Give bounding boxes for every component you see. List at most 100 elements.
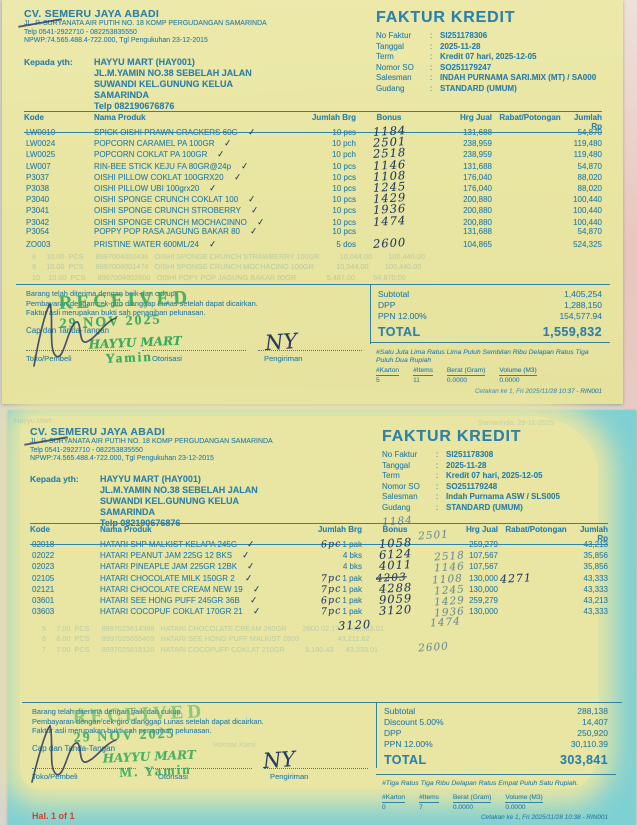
- pen-checkmark: ✓: [250, 205, 260, 217]
- table-row: P3042 OISHI SPONGE CRUNCH MOCHACINNO ✓ 10…: [24, 213, 602, 229]
- cell-jumlah: 54,870: [577, 128, 602, 137]
- cell-qty: 6pc1 pak: [320, 538, 362, 551]
- totals-label: DPP: [384, 728, 402, 738]
- totals-label: Discount 5.00%: [384, 717, 444, 727]
- paper-color-blend: [20, 416, 598, 789]
- cell-bonus: 2600: [356, 235, 422, 251]
- cell-hrg: 200,880: [463, 217, 492, 227]
- cell-qty: 10 pcs: [332, 172, 356, 182]
- cell-jumlah: 100,440: [573, 206, 602, 216]
- terms-line: Barang telah diterima dengan baik dan cu…: [26, 289, 177, 298]
- doc-field-value: SI251178308: [446, 450, 494, 459]
- col-jumlah: Jumlah Rp: [579, 525, 608, 543]
- totals-bottom-rule: [370, 342, 610, 343]
- cell-jumlah: 100,440: [573, 195, 602, 205]
- table-row: P3038 OISHI PILLOW UBI 100grx20 ✓ 10 pcs …: [24, 179, 602, 195]
- table-row: P3041 OISHI SPONGE CRUNCH STROBERRY ✓ 10 …: [24, 201, 602, 217]
- terms-line: Faktur asli merupakan bukti sah penagiha…: [26, 308, 206, 318]
- doc-header-block: FAKTUR KREDIT No Faktur : SI251178306 Ta…: [376, 9, 596, 95]
- cell-hrg: 259,279: [469, 595, 498, 605]
- cell-jumlah: 35,856: [583, 562, 608, 572]
- cell-kode: 03603: [32, 607, 55, 617]
- table-row: ZO003 PRISTINE WATER 600ML/24 ✓ 5 dos 260…: [24, 235, 602, 251]
- pen-checkmark: ✓: [249, 226, 259, 238]
- totals-value: 1,405,254: [564, 289, 602, 299]
- cell-kode: 03601: [32, 595, 55, 605]
- doc-fields: No Faktur : SI251178308 Tanggal : 2025-1…: [382, 450, 560, 514]
- doc-field-row: No Faktur : SI251178308: [382, 450, 494, 459]
- cell-jumlah: 54,870: [577, 226, 602, 236]
- cell-hrg: 176,040: [463, 172, 492, 182]
- cap-label: Cap dan Tanda-Tangan: [32, 744, 116, 753]
- totals-value: 14,407: [582, 717, 608, 727]
- cell-jumlah: 119,480: [573, 150, 602, 160]
- sig-label-delivery: Pengiriman: [264, 354, 303, 363]
- bleed-through-rows: 5 7.00 PCS 8997025614388 HATARI CHOCOLAT…: [42, 624, 384, 655]
- cell-qty: 5 dos: [336, 239, 356, 249]
- stat-karton-label: #Karton: [382, 794, 406, 803]
- pen-checkmark: ✓: [244, 573, 253, 584]
- doc-field-value: 2025-11-28: [446, 460, 487, 470]
- doc-field-label: Nomor SO: [382, 481, 420, 491]
- doc-title: FAKTUR KREDIT: [376, 9, 516, 26]
- customer-phone: Telp 082190676876: [94, 101, 175, 111]
- carbon-ghost-below-2: 2600: [417, 640, 450, 655]
- cell-jumlah: 43,333: [583, 573, 608, 583]
- seller-name: CV. SEMERU JAYA ABADI: [30, 426, 166, 438]
- stat-volume-label: Volume (M3): [499, 367, 537, 376]
- cell-qty: 10 pcs: [332, 217, 356, 227]
- cell-jumlah: 43,333: [583, 607, 608, 617]
- bleed-note-top-left: Hayyu Mart: [14, 416, 52, 425]
- cell-jumlah: 43,333: [583, 584, 608, 594]
- doc-field-label: Nomor SO: [376, 62, 414, 72]
- bleed-through-line: 6 6.00 PCS 8997025655409 HATARI SEE HONG…: [42, 634, 370, 644]
- cell-nama: POPPY POP RASA JAGUNG BAKAR 80 ✓: [94, 226, 259, 238]
- pen-initials: NY: [264, 328, 299, 356]
- cell-jumlah: 119,480: [573, 139, 602, 149]
- bleed-note-hormat: Hormat Kami: [213, 740, 256, 749]
- cell-nama: HATARI PINEAPLE JAM 225GR 12BK ✓: [100, 562, 256, 573]
- pen-initials: NY: [262, 746, 297, 774]
- cell-hrg: 104,865: [463, 239, 492, 249]
- pen-checkmark: ✓: [246, 562, 256, 573]
- seller-address: JL. P. SURYANATA AIR PUTIH NO. 18 KOMP P…: [24, 20, 267, 27]
- doc-field-row: No Faktur : SI251178306: [376, 31, 488, 40]
- cell-nama: HATARI SHP MALKIST KELAPA 245G ✓: [100, 539, 256, 551]
- bleed-note-top-right: Samarinda, 29-11-2025: [478, 418, 555, 427]
- terms-line: Barang telah diterima dengan baik dan cu…: [32, 707, 183, 716]
- customer-address-1: JL.M.YAMIN NO.38 SEBELAH JALAN: [94, 68, 252, 78]
- pen-checkmark: ✓: [223, 138, 233, 150]
- table-body: 02018 HATARI SHP MALKIST KELAPA 245G ✓ 6p…: [30, 535, 608, 620]
- signature-line-1: [32, 768, 136, 769]
- col-rabat: Rabat/Potongan: [499, 113, 561, 122]
- bleed-through-line: 8 10.00 PCS 8997004002436 OISHI SPONGE C…: [32, 252, 425, 261]
- cell-qty: 4 bks: [342, 551, 362, 561]
- cell-qty: 7pc1 pak: [320, 583, 362, 596]
- terms-line: Pembayaran dengan cek-giro dianggap Luna…: [32, 716, 264, 726]
- col-rabat: Rabat/Potongan: [505, 525, 567, 534]
- seller-npwp: NPWP:74.565.488.4-722.000, Tgl Pengukuha…: [30, 455, 214, 463]
- sig-label-buyer: Toko/Pembeli: [32, 772, 78, 781]
- doc-field-label: Tanggal: [382, 460, 411, 470]
- doc-field-label: Tanggal: [376, 41, 405, 51]
- doc-field-value: Kredit 07 hari, 2025-12-05: [440, 52, 537, 62]
- seller-block: CV. SEMERU JAYA ABADI JL. P. SURYANATA A…: [24, 8, 267, 46]
- totals-value: 1,288,150: [564, 300, 602, 310]
- cell-jumlah: 524,325: [573, 239, 602, 249]
- cell-kode: P3054: [26, 226, 50, 236]
- grand-total-label: TOTAL: [384, 753, 427, 767]
- cell-nama: POPCORN CARAMEL PA 100GR ✓: [94, 138, 233, 150]
- customer-address-2: SUWANDI KEL.GUNUNG KELUA: [94, 79, 233, 89]
- terms-line: Pembayaran dengan cek-giro dianggap Luna…: [26, 298, 258, 308]
- pen-checkmark: ✓: [247, 194, 257, 206]
- customer-address-3: SAMARINDA: [94, 90, 149, 100]
- cell-kode: P3040: [26, 195, 50, 205]
- customer-address-1: JL.M.YAMIN NO.38 SEBELAH JALAN: [100, 485, 258, 495]
- grand-total-value: 1,559,832: [542, 325, 602, 339]
- cell-kode: LW0024: [26, 139, 56, 149]
- cell-jumlah: 54,870: [577, 161, 602, 171]
- signature-line-3: [264, 768, 368, 769]
- cell-kode: LW0025: [26, 150, 56, 160]
- pen-bonus: 4011: [378, 557, 413, 574]
- doc-field-value: 2025-11-28: [440, 41, 481, 51]
